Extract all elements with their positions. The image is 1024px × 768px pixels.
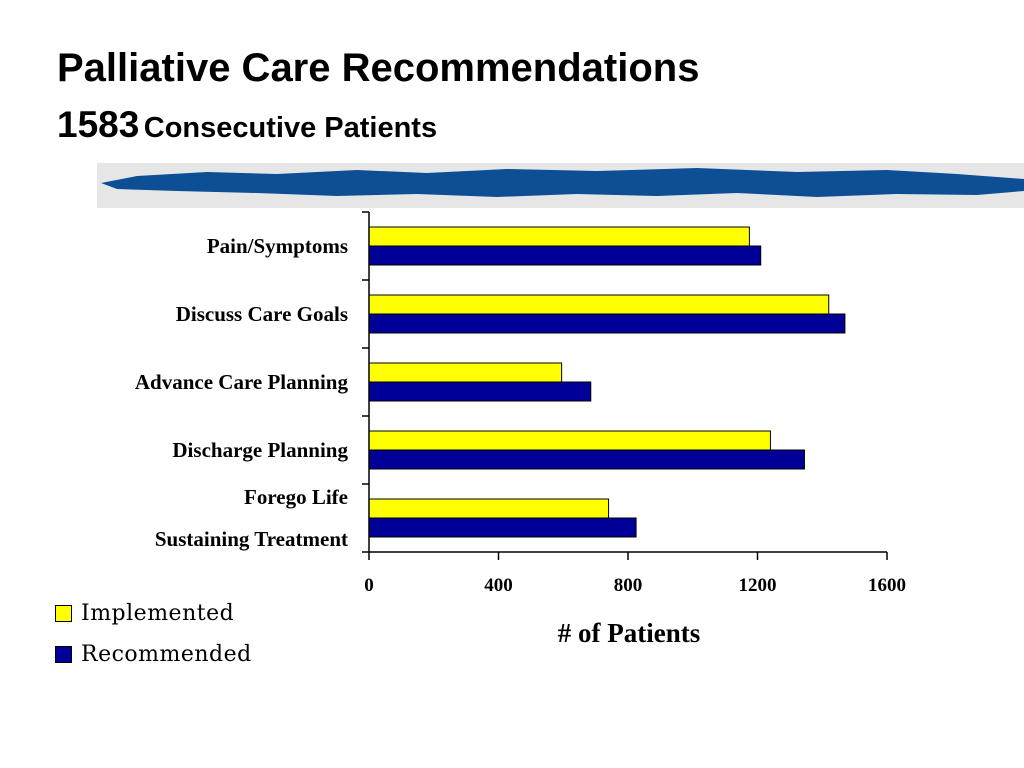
legend-label-recommended: Recommended — [81, 642, 252, 667]
legend-item-implemented: Implemented — [55, 593, 252, 634]
brush-stroke-banner — [101, 168, 1024, 197]
x-axis-title: # of Patients — [558, 618, 700, 648]
slide-subtitle: 1583 Consecutive Patients — [57, 103, 437, 155]
legend-swatch-recommended — [55, 646, 72, 663]
subtitle-text: Consecutive Patients — [143, 112, 438, 144]
legend-label-implemented: Implemented — [81, 601, 235, 626]
bar-implemented-4 — [368, 498, 610, 519]
category-label-4-0: Forego Life — [244, 485, 348, 509]
bar-implemented-1 — [368, 294, 830, 315]
bar-implemented-2 — [368, 362, 563, 383]
bar-implemented-0 — [368, 226, 750, 247]
patient-count: 1583 — [57, 104, 140, 145]
category-label-2: Advance Care Planning — [135, 370, 349, 394]
x-tick-label-3: 1200 — [739, 575, 777, 596]
legend-item-recommended: Recommended — [55, 634, 252, 675]
brush-stroke — [101, 168, 1024, 197]
bar-recommended-0 — [368, 245, 762, 266]
x-tick-label-1: 400 — [484, 575, 513, 596]
slide-title: Palliative Care Recommendations — [57, 46, 700, 90]
x-tick-label-2: 800 — [614, 575, 643, 596]
category-label-3: Discharge Planning — [172, 438, 348, 462]
x-tick-label-0: 0 — [364, 575, 374, 596]
legend-swatch-implemented — [55, 605, 72, 622]
bar-implemented-3 — [368, 430, 771, 451]
bar-recommended-1 — [368, 313, 846, 334]
category-label-4-1: Sustaining Treatment — [155, 527, 348, 551]
bar-recommended-4 — [368, 517, 637, 538]
category-label-1: Discuss Care Goals — [176, 302, 348, 326]
category-label-0: Pain/Symptoms — [207, 234, 348, 258]
x-tick-label-4: 1600 — [868, 575, 906, 596]
bar-recommended-2 — [368, 381, 592, 402]
legend: Implemented Recommended — [55, 593, 252, 675]
bar-recommended-3 — [368, 449, 805, 470]
